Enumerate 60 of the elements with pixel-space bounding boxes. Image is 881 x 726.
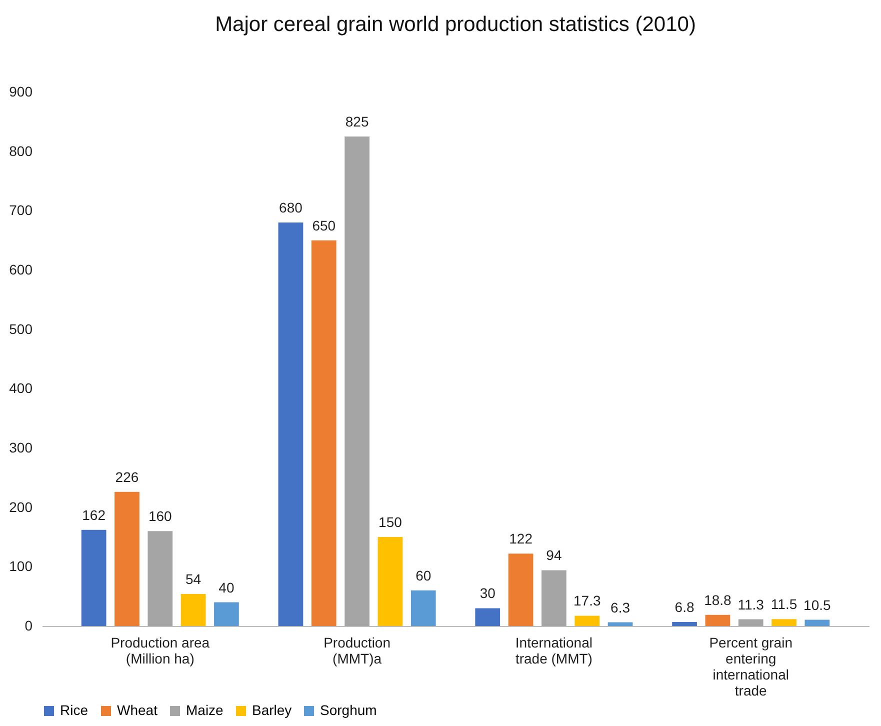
data-label: 226: [115, 468, 139, 485]
bar: [804, 620, 830, 626]
data-label: 54: [186, 570, 202, 587]
y-tick-label: 700: [9, 202, 33, 218]
bar: [148, 531, 173, 626]
data-label: 94: [546, 547, 562, 564]
bar: [705, 614, 730, 626]
x-tick-label: Production (MMT)a: [324, 634, 391, 666]
bar: [180, 594, 206, 626]
data-label: 122: [509, 530, 533, 547]
bar: [672, 622, 697, 626]
bar: [311, 240, 336, 626]
y-tick-label: 200: [9, 498, 33, 515]
data-label: 6.3: [610, 599, 630, 616]
bar: [608, 622, 633, 626]
bar: [738, 619, 764, 626]
data-label: 650: [312, 217, 336, 234]
x-tick-label: International trade (MMT): [515, 634, 592, 666]
data-label: 18.8: [704, 592, 732, 608]
legend-label: Maize: [186, 702, 224, 718]
data-label: 10.5: [804, 596, 832, 613]
bar: [574, 616, 600, 626]
y-tick-label: 0: [24, 618, 33, 634]
legend-label: Rice: [60, 702, 88, 718]
bar: [772, 619, 796, 626]
data-label: 150: [378, 514, 402, 530]
bar: [81, 530, 106, 626]
bar: [344, 136, 370, 626]
y-tick-label: 900: [9, 84, 33, 100]
data-label: 11.5: [770, 596, 798, 612]
bar: [378, 537, 403, 626]
y-tick-label: 100: [9, 558, 33, 574]
bar: [214, 602, 239, 626]
data-label: 6.8: [674, 598, 694, 615]
chart-title: Major cereal grain world production statistics (2010): [215, 13, 696, 36]
data-label: 160: [148, 508, 172, 524]
y-tick-label: 800: [9, 142, 33, 159]
bar: [410, 590, 436, 626]
bar: [114, 492, 140, 626]
data-label: 30: [480, 585, 496, 602]
y-tick-label: 400: [9, 380, 33, 396]
data-label: 60: [416, 567, 432, 584]
legend-label: Wheat: [117, 702, 158, 718]
bar: [508, 554, 534, 626]
bar: [278, 222, 304, 626]
data-label: 17.3: [573, 592, 601, 609]
y-tick-label: 500: [9, 320, 33, 337]
legend-label: Barley: [252, 702, 292, 718]
x-tick-label: Percent grain entering international trade: [709, 634, 792, 698]
data-label: 11.3: [738, 596, 764, 612]
y-tick-label: 600: [9, 262, 33, 278]
bar: [542, 570, 566, 626]
data-label: 680: [279, 200, 303, 216]
data-label: 825: [345, 114, 369, 130]
y-tick-label: 300: [9, 440, 33, 456]
data-label: 162: [82, 506, 106, 523]
bar: [475, 608, 500, 626]
x-tick-label: Production area (Million ha): [110, 634, 210, 666]
legend-label: Sorghum: [320, 702, 377, 718]
data-label: 40: [218, 579, 234, 596]
